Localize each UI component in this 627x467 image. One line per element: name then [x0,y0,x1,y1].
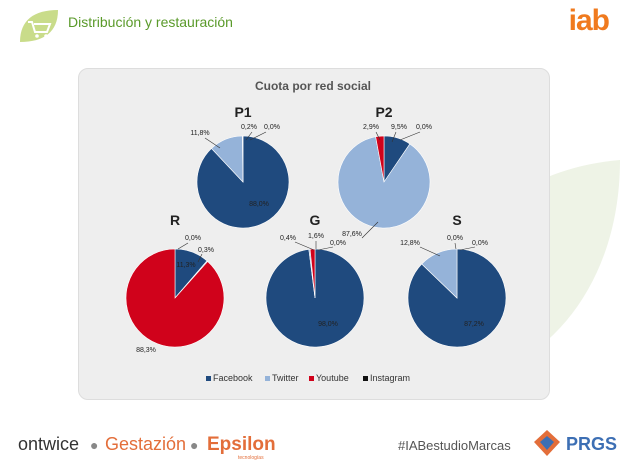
data-label: 98,0% [318,321,338,328]
footer [0,420,627,467]
data-label: 0,0% [447,235,463,242]
data-label: 0,0% [416,124,432,131]
header: Distribución y restauración iab [0,0,627,50]
leader-line [204,137,221,149]
pie-slice-twitter [337,136,431,229]
pie-slice-youtube [125,248,225,348]
leader-line [361,221,379,239]
pie-title: R [170,212,180,228]
chart-title: Cuota por red social [255,79,371,93]
data-label: 11,8% [190,130,209,137]
page-title: Distribución y restauración [68,14,233,30]
pie-slice-youtube [375,135,385,183]
data-label: 0,0% [185,235,201,242]
pie-s: S 87,2% 12,8% 0,0% 0,0% [400,212,507,348]
legend-item-youtube: Youtube [309,373,349,383]
legend-swatch [363,376,368,381]
data-label: 0,0% [330,240,346,247]
data-label: 87,6% [342,231,362,238]
legend-swatch [206,376,211,381]
iab-logo: iab [568,4,610,37]
leader-line [391,131,397,143]
leader-line [245,131,253,141]
pie-slice-youtube [242,135,244,183]
legend-item-facebook: Facebook [206,373,253,383]
data-label: 0,3% [198,247,214,254]
data-label: 2,9% [363,124,379,131]
pie-p1: P1 88,0% 11,8% 0,2% 0,0% [190,104,290,229]
prgs-logo: PRGS [566,434,618,454]
pie-g: G 98,0% 0,4% 1,6% 0,0% [265,212,365,348]
pie-title: P1 [234,104,251,120]
leader-line [419,246,441,257]
data-label: 87,2% [464,321,484,328]
legend-label: Twitter [272,373,299,383]
pie-p2: P2 9,5% 87,6% 2,9% 0,0% [337,104,432,239]
leader-line [317,246,334,251]
legend-label: Instagram [370,373,410,383]
legend-item-instagram: Instagram [363,373,410,383]
pie-title: P2 [375,104,392,120]
data-label: 0,0% [472,240,488,247]
legend-label: Youtube [316,373,349,383]
leader-line [399,131,421,141]
leader-line [459,246,476,251]
legend-swatch [309,376,314,381]
leader-line [177,242,189,250]
hashtag-text: #IABestudioMarcas [398,438,511,453]
gestazion-logo: Gestazión [105,434,187,454]
prgs-logo-icon [534,430,560,456]
data-label: 0,2% [241,124,257,131]
separator-dot: ● [90,437,99,453]
leader-line [249,131,267,141]
epsilon-subtitle: tecnologías [238,455,264,461]
data-label: 11,3% [176,262,195,269]
ontwice-logo: ontwice [18,434,80,454]
legend-swatch [265,376,270,381]
data-label: 0,0% [264,124,280,131]
legend-label: Facebook [213,373,253,383]
pie-slice-twitter [421,248,458,299]
legend-item-twitter: Twitter [265,373,299,383]
leader-line [294,241,315,251]
pie-title: G [310,212,321,228]
data-label: 0,4% [280,235,296,242]
data-label: 88,0% [249,201,269,208]
separator-dot: ● [190,437,199,453]
leader-line [454,242,457,250]
data-label: 88,3% [136,347,156,354]
pie-r: R 11,3% 0,3% 88,3% 0,0% [125,212,225,354]
data-label: 12,8% [400,240,420,247]
data-label: 1,6% [308,233,324,240]
leader-line [375,131,381,141]
epsilon-logo: Epsilon [207,434,276,455]
data-label: 9,5% [391,124,407,131]
leader-line [197,253,203,263]
shopping-cart-icon [20,10,58,42]
pie-title: S [452,212,461,228]
